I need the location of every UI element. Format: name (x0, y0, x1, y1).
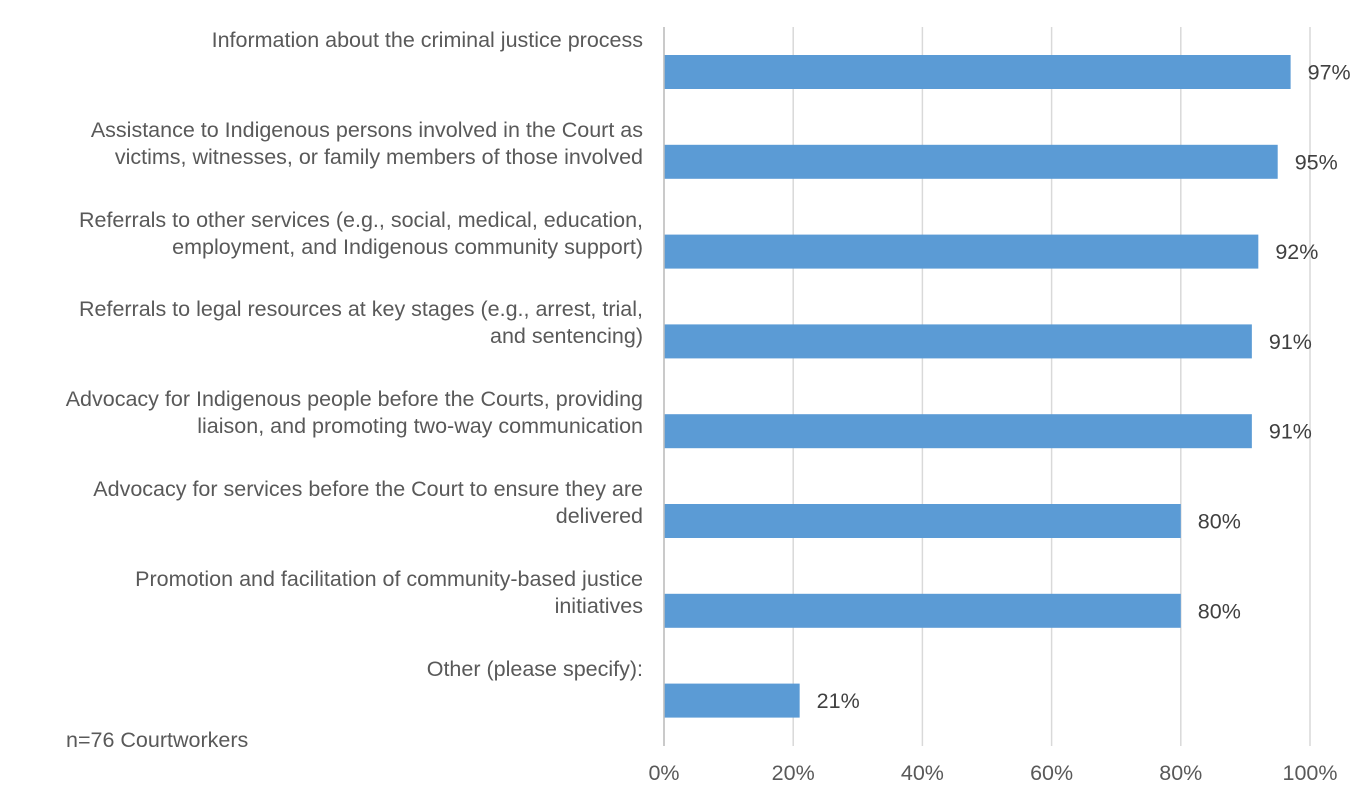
x-tick-label: 100% (1283, 761, 1338, 785)
bar (664, 144, 1278, 179)
category-label: Other (please specify): (426, 656, 643, 681)
x-tick-label: 40% (901, 761, 944, 785)
data-label: 91% (1269, 420, 1312, 444)
bar (664, 593, 1181, 628)
category-label: Advocacy for Indigenous people before th… (65, 387, 643, 439)
data-label: 91% (1269, 330, 1312, 354)
sample-size-note: n=76 Courtworkers (66, 728, 249, 752)
category-label: Referrals to legal resources at key stag… (78, 297, 643, 349)
category-label: Referrals to other services (e.g., socia… (78, 207, 643, 259)
x-tick-label: 80% (1159, 761, 1202, 785)
category-label: Advocacy for services before the Court t… (93, 477, 643, 528)
bar (664, 414, 1252, 449)
data-label: 95% (1295, 150, 1338, 174)
bar (664, 234, 1259, 269)
x-tick-label: 60% (1030, 761, 1073, 785)
category-label: Information about the criminal justice p… (211, 28, 643, 52)
category-label: Promotion and facilitation of community-… (135, 566, 643, 618)
bar (664, 683, 800, 718)
data-label: 97% (1308, 61, 1351, 85)
x-tick-label: 0% (648, 761, 679, 785)
data-label: 92% (1275, 240, 1318, 264)
data-label: 80% (1198, 599, 1241, 623)
data-label: 80% (1198, 510, 1241, 534)
category-label: Assistance to Indigenous persons involve… (90, 117, 643, 169)
data-label: 21% (817, 689, 860, 713)
bar (664, 324, 1252, 359)
bar (664, 504, 1181, 538)
bar (664, 55, 1291, 89)
x-tick-label: 20% (772, 761, 815, 785)
